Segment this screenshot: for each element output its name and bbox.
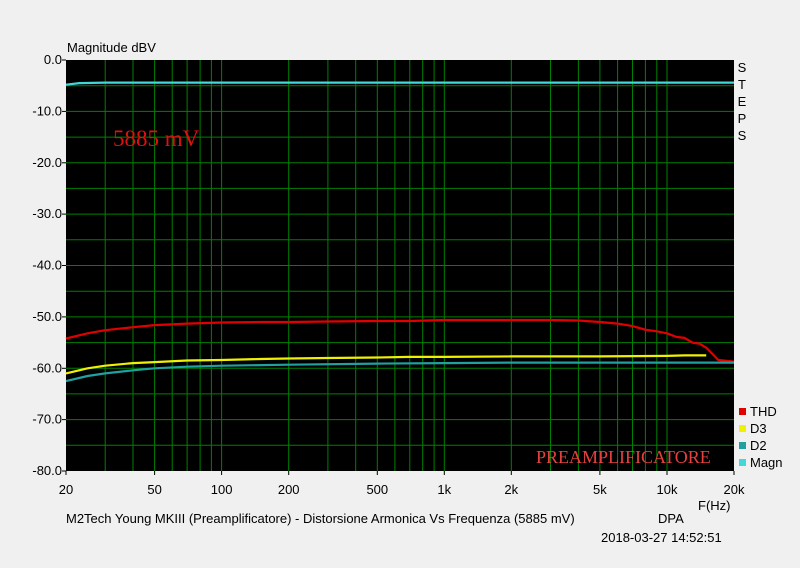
y-tick-label: -20.0 bbox=[32, 155, 62, 170]
x-tick-labels: 20 50 100 200 500 1k 2k 5k 10k 20k bbox=[59, 471, 745, 497]
x-axis-title: F(Hz) bbox=[698, 498, 731, 513]
x-tick-label: 10k bbox=[657, 482, 678, 497]
x-tick-label: 1k bbox=[437, 482, 451, 497]
steps-letter: T bbox=[738, 77, 746, 92]
legend-label: D3 bbox=[750, 421, 767, 436]
steps-letter: S bbox=[738, 60, 747, 75]
x-tick-label: 2k bbox=[504, 482, 518, 497]
legend-label: THD bbox=[750, 404, 777, 419]
y-tick-label: 0.0 bbox=[44, 52, 62, 67]
x-tick-label: 50 bbox=[147, 482, 161, 497]
y-tick-label: -30.0 bbox=[32, 206, 62, 221]
level-annotation: 5885 mV bbox=[113, 126, 200, 151]
y-tick-label: -70.0 bbox=[32, 412, 62, 427]
steps-letter: E bbox=[738, 94, 747, 109]
timestamp: 2018-03-27 14:52:51 bbox=[601, 530, 722, 545]
y-tick-label: -60.0 bbox=[32, 360, 62, 375]
x-tick-label: 5k bbox=[593, 482, 607, 497]
legend-swatch bbox=[739, 442, 746, 449]
x-tick-label: 20k bbox=[724, 482, 745, 497]
y-tick-label: -50.0 bbox=[32, 309, 62, 324]
series-lines bbox=[65, 81, 735, 383]
steps-letter: P bbox=[738, 111, 747, 126]
x-tick-label: 20 bbox=[59, 482, 73, 497]
series-line-thd bbox=[65, 318, 735, 363]
x-tick-label: 500 bbox=[366, 482, 388, 497]
x-tick-label: 200 bbox=[278, 482, 300, 497]
chart-description: M2Tech Young MKIII (Preamplificatore) - … bbox=[66, 511, 575, 526]
series-line-d3 bbox=[65, 354, 707, 375]
legend-swatch bbox=[739, 459, 746, 466]
y-tick-label: -10.0 bbox=[32, 103, 62, 118]
y-tick-label: -40.0 bbox=[32, 258, 62, 273]
source-label: DPA bbox=[658, 511, 684, 526]
legend-label: D2 bbox=[750, 438, 767, 453]
series-line-magn bbox=[65, 81, 734, 86]
grid bbox=[66, 60, 734, 471]
y-tick-label: -80.0 bbox=[32, 463, 62, 478]
y-tick-labels: 0.0 -10.0 -20.0 -30.0 -40.0 -50.0 -60.0 -70.0 -8… bbox=[32, 52, 66, 478]
device-annotation: PREAMPLIFICATORE bbox=[536, 447, 711, 467]
steps-letter: S bbox=[738, 128, 747, 143]
y-axis-title: Magnitude dBV bbox=[67, 40, 156, 55]
legend-swatch bbox=[739, 408, 746, 415]
series-line-d2 bbox=[65, 361, 734, 383]
x-tick-label: 100 bbox=[211, 482, 233, 497]
legend-label: Magn bbox=[750, 455, 783, 470]
legend-swatch bbox=[739, 425, 746, 432]
